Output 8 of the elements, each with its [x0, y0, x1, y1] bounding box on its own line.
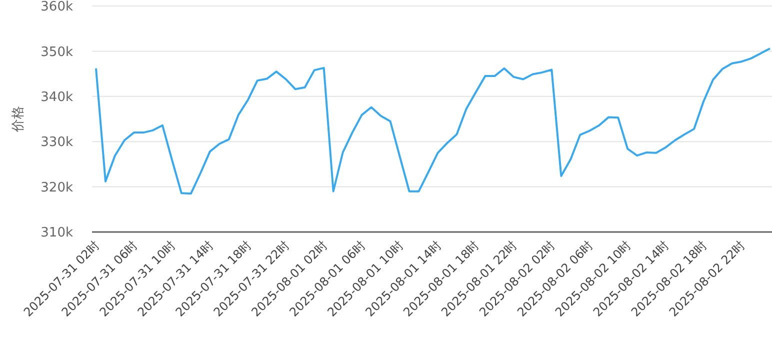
y-axis-title: 价格 — [11, 106, 26, 133]
line-series — [95, 47, 771, 195]
y-tick-label: 360k — [40, 0, 74, 15]
y-tick-label: 350k — [40, 44, 74, 60]
y-tick-label: 340k — [40, 90, 74, 105]
y-tick-label: 310k — [40, 226, 74, 241]
y-tick-label: 330k — [40, 135, 74, 150]
y-tick-label: 320k — [40, 180, 74, 196]
